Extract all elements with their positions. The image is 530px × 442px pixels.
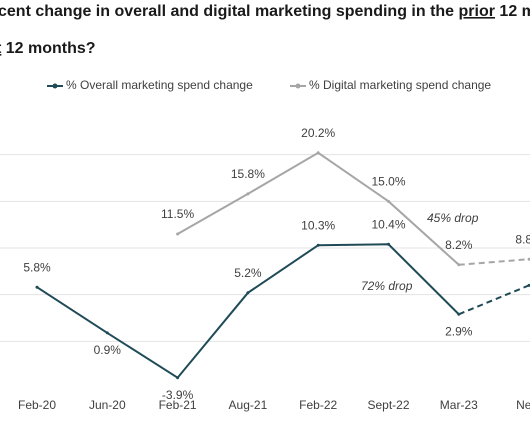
legend-label: % Overall marketing spend change	[66, 78, 253, 92]
point	[457, 263, 461, 267]
title-part: 12 months?	[1, 40, 95, 57]
value-label: 8.8%	[515, 232, 530, 246]
annotation: 45% drop	[427, 211, 479, 225]
point	[316, 243, 320, 247]
point	[387, 242, 390, 246]
x-tick-label: Feb-20	[18, 398, 56, 412]
point	[35, 285, 39, 289]
title-part: t	[0, 40, 2, 57]
projection-line	[458, 284, 530, 316]
point	[176, 376, 180, 380]
x-tick-label: Next 12 Months	[516, 398, 530, 412]
value-label: 8.2%	[445, 238, 473, 252]
x-tick-label: Jun-20	[89, 398, 126, 412]
value-label: 0.9%	[94, 343, 122, 357]
legend-dot	[52, 83, 58, 89]
title-part: cent change in overall and digital marke…	[0, 3, 459, 20]
point	[246, 291, 250, 295]
series-line	[36, 243, 460, 380]
point	[246, 192, 250, 196]
value-label: 15.0%	[371, 175, 405, 189]
value-label: 20.2%	[301, 126, 335, 140]
point	[527, 257, 530, 261]
chart-title: t 12 months?	[0, 40, 96, 57]
x-tick-label: Aug-21	[229, 398, 268, 412]
value-label: -3.9%	[162, 388, 194, 402]
point	[387, 199, 390, 203]
point	[105, 331, 109, 335]
x-tick-label: Feb-21	[159, 398, 197, 412]
value-label: 15.8%	[231, 167, 265, 181]
x-tick-label: Feb-22	[299, 398, 337, 412]
value-label: 10.4%	[371, 217, 405, 231]
legend-label: % Digital marketing spend change	[309, 78, 491, 92]
value-label: 10.3%	[301, 218, 335, 232]
value-label: 2.9%	[445, 324, 473, 338]
value-label: 5.8%	[23, 260, 51, 274]
point	[527, 283, 530, 287]
point	[457, 312, 461, 316]
chart-title: cent change in overall and digital marke…	[0, 3, 530, 20]
projection-line	[458, 258, 530, 266]
annotation: 72% drop	[361, 279, 413, 293]
value-label: 11.5%	[161, 207, 194, 221]
title-part: 12 months	[495, 3, 530, 20]
point	[176, 232, 180, 236]
x-tick-label: Mar-23	[440, 398, 478, 412]
point	[316, 151, 320, 155]
title-part: prior	[459, 3, 495, 20]
legend-dot	[295, 83, 301, 89]
value-label: 5.2%	[234, 266, 262, 280]
x-tick-label: Sept-22	[367, 398, 409, 412]
